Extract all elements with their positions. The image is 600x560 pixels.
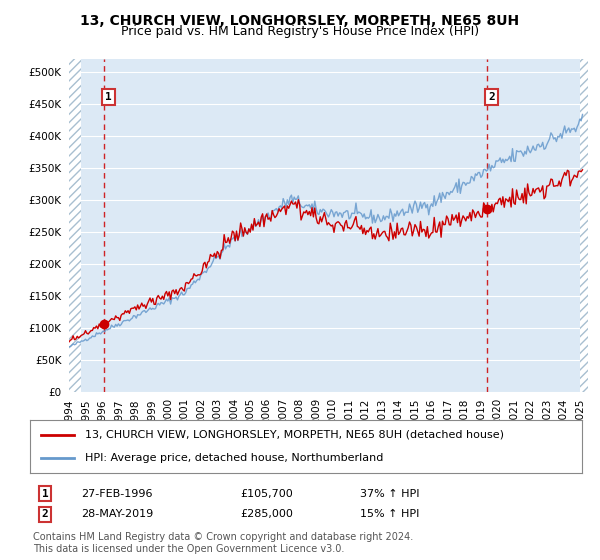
Text: Price paid vs. HM Land Registry's House Price Index (HPI): Price paid vs. HM Land Registry's House … [121, 25, 479, 38]
Text: 2: 2 [488, 92, 495, 102]
Text: 13, CHURCH VIEW, LONGHORSLEY, MORPETH, NE65 8UH: 13, CHURCH VIEW, LONGHORSLEY, MORPETH, N… [80, 14, 520, 28]
Text: 27-FEB-1996: 27-FEB-1996 [81, 489, 152, 499]
Text: 37% ↑ HPI: 37% ↑ HPI [360, 489, 419, 499]
Text: 28-MAY-2019: 28-MAY-2019 [81, 509, 153, 519]
Text: £285,000: £285,000 [240, 509, 293, 519]
Text: 1: 1 [105, 92, 112, 102]
Text: 15% ↑ HPI: 15% ↑ HPI [360, 509, 419, 519]
Text: Contains HM Land Registry data © Crown copyright and database right 2024.
This d: Contains HM Land Registry data © Crown c… [33, 533, 413, 554]
Text: 13, CHURCH VIEW, LONGHORSLEY, MORPETH, NE65 8UH (detached house): 13, CHURCH VIEW, LONGHORSLEY, MORPETH, N… [85, 430, 504, 440]
Bar [580, 59, 588, 392]
Bar [69, 59, 82, 392]
Text: HPI: Average price, detached house, Northumberland: HPI: Average price, detached house, Nort… [85, 453, 383, 463]
Text: 1: 1 [41, 489, 49, 499]
Text: £105,700: £105,700 [240, 489, 293, 499]
Text: 2: 2 [41, 509, 49, 519]
